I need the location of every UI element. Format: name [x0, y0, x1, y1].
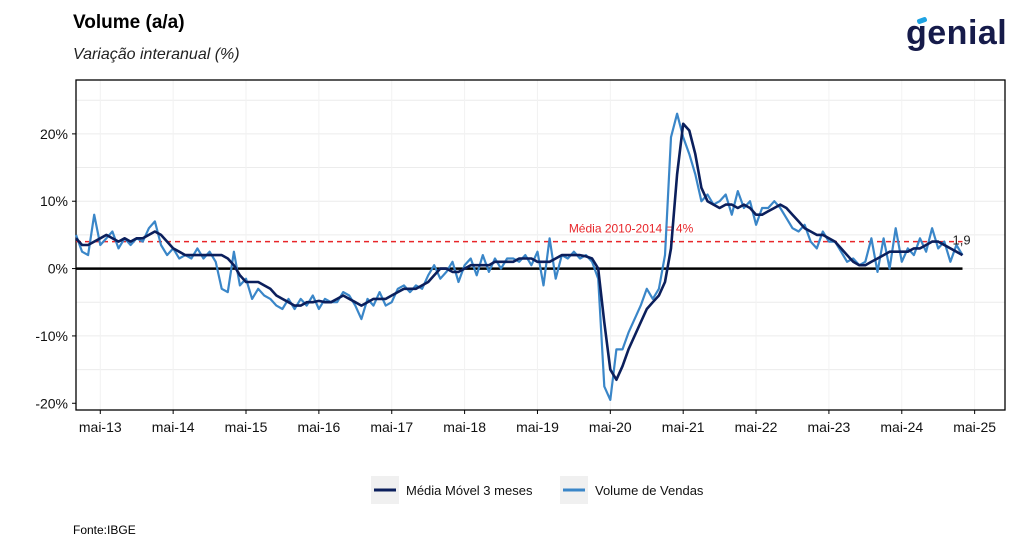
y-tick-label: -10% [35, 328, 68, 344]
plot-frame [75, 79, 1006, 411]
x-tick-label: mai-24 [880, 419, 923, 435]
y-tick-label: 0% [48, 261, 68, 277]
source-note: Fonte:IBGE [73, 523, 136, 537]
grid [76, 80, 1005, 410]
x-tick-label: mai-20 [589, 419, 632, 435]
legend: Média Móvel 3 meses Volume de Vendas [371, 476, 704, 504]
x-tick-label: mai-13 [79, 419, 122, 435]
y-tick-label: 10% [40, 193, 68, 209]
chart-subtitle: Variação interanual (%) [73, 46, 240, 63]
x-tick-label: mai-23 [808, 419, 851, 435]
last-value-label: 1,9 [952, 233, 970, 248]
x-tick-label: mai-17 [370, 419, 413, 435]
y-tick-label: -20% [35, 395, 68, 411]
series-line-volume [74, 112, 964, 401]
x-tick-label: mai-22 [735, 419, 778, 435]
x-tick-label: mai-16 [297, 419, 340, 435]
series-line-ma [75, 122, 964, 382]
legend-label-volume: Volume de Vendas [595, 483, 704, 498]
x-tick-label: mai-15 [225, 419, 268, 435]
x-tick-label: mai-18 [443, 419, 486, 435]
x-tick-label: mai-14 [152, 419, 195, 435]
brand-logo: genial [906, 14, 1007, 53]
reference-line-label: Média 2010-2014 = 4% [569, 222, 694, 236]
legend-label-ma: Média Móvel 3 meses [406, 483, 533, 498]
x-tick-label: mai-25 [953, 419, 996, 435]
y-tick-label: 20% [40, 126, 68, 142]
x-tick-label: mai-19 [516, 419, 559, 435]
chart-title: Volume (a/a) [73, 12, 185, 33]
x-tick-label: mai-21 [662, 419, 705, 435]
y-axis: 20% 10% 0% -10% -20% [35, 126, 76, 411]
x-axis: mai-13 mai-14 mai-15 mai-16 mai-17 mai-18 mai-… [79, 410, 996, 435]
